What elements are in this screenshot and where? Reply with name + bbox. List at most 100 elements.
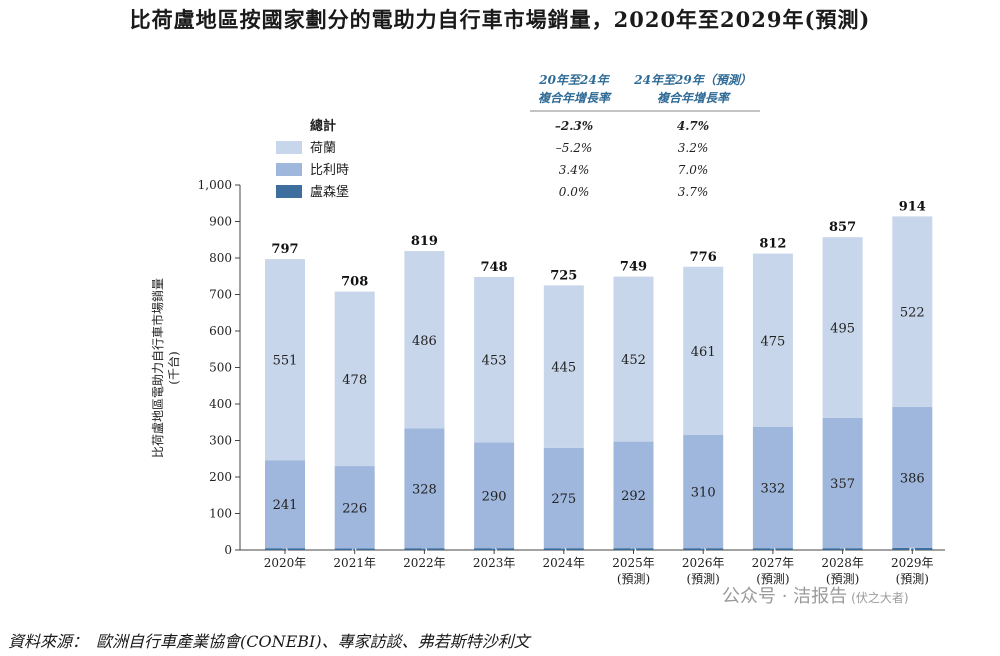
bar-segment <box>613 276 654 442</box>
cagr-header: 24年至29年（預測） <box>633 73 751 87</box>
bar-segment <box>543 447 584 549</box>
data-label: 310 <box>691 486 716 501</box>
cagr-value: 3.7% <box>678 185 709 199</box>
total-label: 725 <box>550 268 577 283</box>
cagr-value: 0.0% <box>559 185 590 199</box>
bar-segment <box>613 548 654 550</box>
bar-segment <box>334 291 375 467</box>
data-label: 478 <box>342 373 367 388</box>
x-tick-label: 2020年 <box>264 556 307 570</box>
bar-segment <box>474 442 515 549</box>
data-label: 241 <box>273 498 298 513</box>
legend-label: 盧森堡 <box>310 184 349 200</box>
y-tick-label: 400 <box>209 397 232 411</box>
legend-swatch <box>276 163 302 176</box>
data-label: 452 <box>621 353 646 368</box>
total-label: 708 <box>341 275 368 290</box>
cagr-value: –5.2% <box>556 141 593 155</box>
x-tick-sublabel: (預測) <box>617 572 650 586</box>
bar-segment <box>334 466 375 549</box>
y-tick-label: 100 <box>209 507 232 521</box>
data-label: 5 <box>630 543 637 556</box>
total-label: 914 <box>899 199 926 214</box>
cagr-header: 複合年增長率 <box>538 91 612 105</box>
bar-segment <box>404 251 445 429</box>
x-tick-label: 2027年 <box>752 556 795 570</box>
bar-segment <box>265 259 305 461</box>
bar-segment <box>265 460 305 549</box>
bar-segment <box>752 548 793 550</box>
watermark-text: 公众号 · 洁报告 <box>722 586 848 607</box>
x-tick-label: 2024年 <box>543 556 586 570</box>
data-label: 5 <box>282 543 289 556</box>
bar-segment <box>404 548 445 550</box>
cagr-value: 4.7% <box>677 119 709 133</box>
bar-segment <box>683 266 724 436</box>
total-label: 819 <box>411 234 438 249</box>
cagr-value: 3.4% <box>559 163 590 177</box>
chart-title: 比荷盧地區按國家劃分的電助力自行車市場銷量，2020年至2029年(預測) <box>129 7 871 32</box>
cagr-value: –2.3% <box>555 119 593 133</box>
x-tick-label: 2022年 <box>403 556 446 570</box>
data-label: 486 <box>412 334 437 349</box>
bar-segment <box>822 417 863 549</box>
y-axis-title: 比荷盧地區電助力自行車市場銷量 <box>150 278 165 458</box>
x-tick-sublabel: (預測) <box>756 572 789 586</box>
watermark-subtext: (伏之大者) <box>851 591 909 605</box>
watermark: 公众号 · 洁报告 (伏之大者) <box>722 582 909 608</box>
x-tick-sublabel: (預測) <box>826 572 859 586</box>
bar-segment <box>543 548 584 550</box>
data-label: 5 <box>700 543 707 556</box>
bar-segment <box>334 548 375 550</box>
y-tick-label: 800 <box>209 251 232 265</box>
cagr-header: 複合年增長率 <box>657 91 731 105</box>
data-label: 292 <box>621 489 646 504</box>
bar-segment <box>265 548 305 550</box>
cagr-value: 3.2% <box>678 141 709 155</box>
total-label: 776 <box>690 250 717 265</box>
data-label: 461 <box>691 345 716 360</box>
bar-segment <box>404 428 445 549</box>
y-tick-label: 700 <box>209 288 232 302</box>
bar-segment <box>752 253 793 427</box>
cagr-header: 20年至24年 <box>538 73 610 87</box>
legend-label: 比利時 <box>310 163 349 178</box>
x-tick-sublabel: (預測) <box>896 572 929 586</box>
bar-segment <box>892 406 933 548</box>
bar-segment <box>683 435 724 549</box>
data-label: 290 <box>482 489 507 504</box>
x-tick-label: 2029年 <box>891 556 934 570</box>
data-label: 5 <box>560 543 567 556</box>
data-label: 445 <box>551 361 576 376</box>
x-tick-label: 2028年 <box>821 556 864 570</box>
data-label: 357 <box>830 477 855 492</box>
data-label: 332 <box>760 482 785 497</box>
data-label: 275 <box>551 492 576 507</box>
data-label: 453 <box>482 354 507 369</box>
data-label: 5 <box>421 543 428 556</box>
data-label: 551 <box>273 354 298 369</box>
bar-segment <box>892 547 933 550</box>
total-label: 812 <box>759 237 786 252</box>
data-label: 522 <box>900 306 925 321</box>
data-label: 6 <box>909 543 916 556</box>
data-label: 5 <box>769 543 776 556</box>
y-tick-label: 200 <box>209 470 232 484</box>
x-tick-label: 2023年 <box>473 556 516 570</box>
data-label: 475 <box>760 334 785 349</box>
bar-segment <box>822 237 863 418</box>
bar-segment <box>822 548 863 550</box>
bar-segment <box>752 426 793 549</box>
y-tick-label: 1,000 <box>198 178 232 192</box>
total-label: 749 <box>620 260 647 275</box>
x-tick-label: 2021年 <box>333 556 376 570</box>
data-label: 495 <box>830 322 855 337</box>
data-label: 5 <box>491 543 498 556</box>
total-label: 857 <box>829 220 856 235</box>
legend-label: 荷蘭 <box>310 140 336 156</box>
legend-swatch <box>276 141 302 154</box>
legend-swatch <box>276 185 302 198</box>
data-label: 4 <box>351 543 358 556</box>
data-label: 328 <box>412 482 437 497</box>
